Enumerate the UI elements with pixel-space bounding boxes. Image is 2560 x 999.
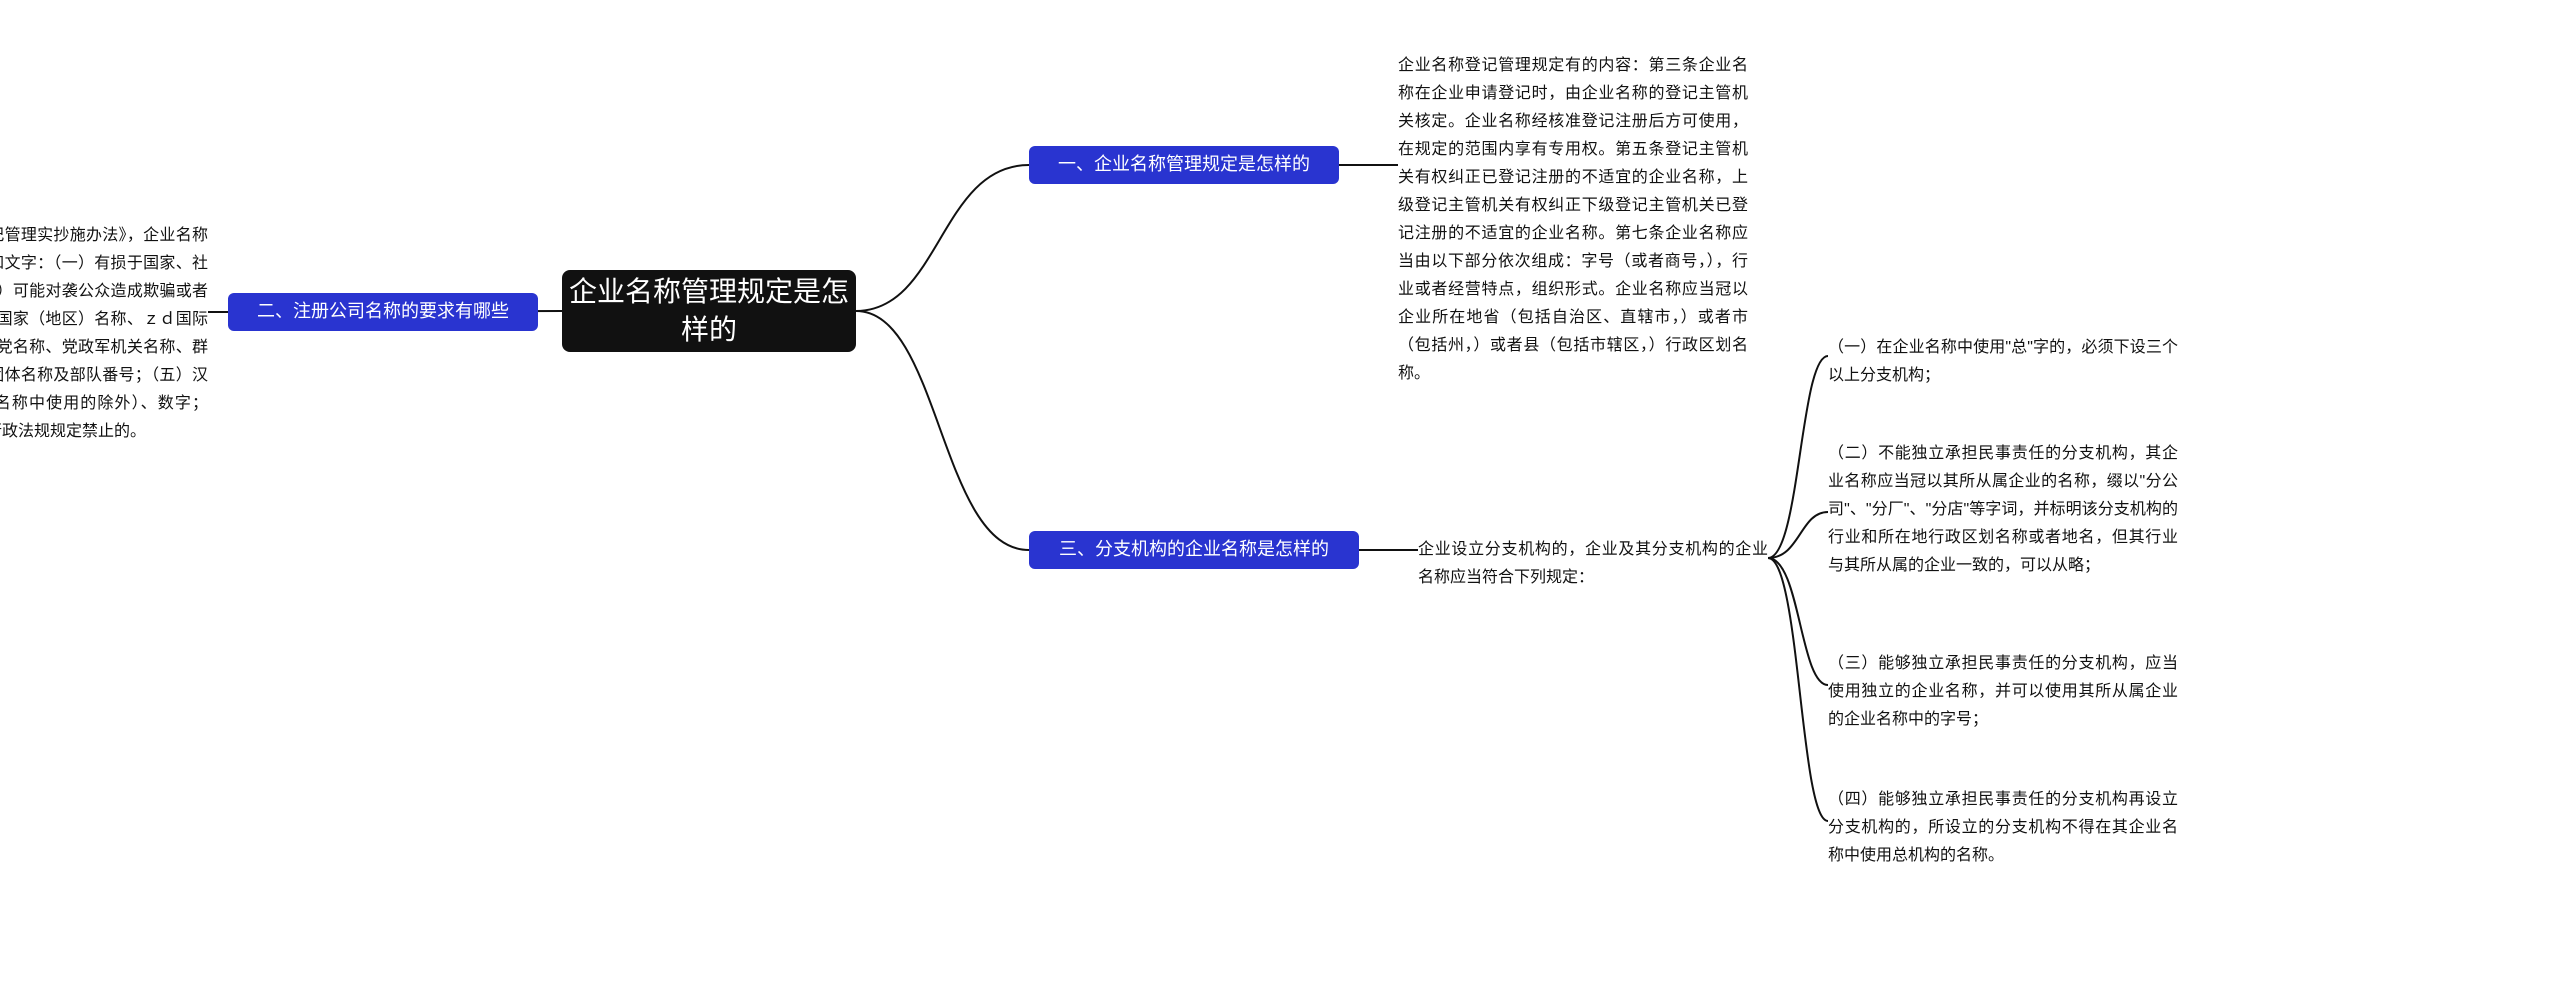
leaf-section-3-item-1: （一）在企业名称中使用"总"字的，必须下设三个以上分支机构； xyxy=(1828,334,2178,390)
leaf-section-3-intro: 企业设立分支机构的，企业及其分支机构的企业名称应当符合下列规定： xyxy=(1418,536,1768,592)
leaf-section-3-item-4: （四）能够独立承担民事责任的分支机构再设立分支机构的，所设立的分支机构不得在其企… xyxy=(1828,786,2178,870)
subnode-label: 二、注册公司名称的要求有哪些 xyxy=(257,300,509,323)
leaf-text: （二）不能独立承担民事责任的分支机构，其企业名称应当冠以其所从属企业的名称，缀以… xyxy=(1828,445,2178,574)
subnode-section-2: 二、注册公司名称的要求有哪些 xyxy=(228,293,538,331)
leaf-section-3-item-2: （二）不能独立承担民事责任的分支机构，其企业名称应当冠以其所从属企业的名称，缀以… xyxy=(1828,440,2178,580)
leaf-text: （三）能够独立承担民事责任的分支机构，应当使用独立的企业名称，并可以使用其所从属… xyxy=(1828,655,2178,728)
subnode-section-3: 三、分支机构的企业名称是怎样的 xyxy=(1029,531,1359,569)
leaf-text: （四）能够独立承担民事责任的分支机构再设立分支机构的，所设立的分支机构不得在其企… xyxy=(1828,791,2178,864)
mindmap-root: 企业名称管理规定是怎样的 xyxy=(562,270,856,352)
leaf-text: 企业设立分支机构的，企业及其分支机构的企业名称应当符合下列规定： xyxy=(1418,541,1768,586)
root-label: 企业名称管理规定是怎样的 xyxy=(566,273,852,349)
leaf-text: 企业名称登记管理规定有的内容：第三条企业名称在企业申请登记时，由企业名称的登记主… xyxy=(1398,57,1748,382)
subnode-label: 一、企业名称管理规定是怎样的 xyxy=(1058,153,1310,176)
subnode-label: 三、分支机构的企业名称是怎样的 xyxy=(1059,538,1329,561)
leaf-section-3-item-3: （三）能够独立承担民事责任的分支机构，应当使用独立的企业名称，并可以使用其所从属… xyxy=(1828,650,2178,734)
leaf-section-1-detail: 企业名称登记管理规定有的内容：第三条企业名称在企业申请登记时，由企业名称的登记主… xyxy=(1398,52,1748,388)
subnode-section-1: 一、企业名称管理规定是怎样的 xyxy=(1029,146,1339,184)
leaf-text: （一）在企业名称中使用"总"字的，必须下设三个以上分支机构； xyxy=(1828,339,2178,384)
leaf-section-2-detail: 根据《企业名称登记管理实抄施办法》，企业名称不得含有下列内容和文字：（一）有损于… xyxy=(0,222,208,446)
leaf-text: 根据《企业名称登记管理实抄施办法》，企业名称不得含有下列内容和文字：（一）有损于… xyxy=(0,227,208,440)
